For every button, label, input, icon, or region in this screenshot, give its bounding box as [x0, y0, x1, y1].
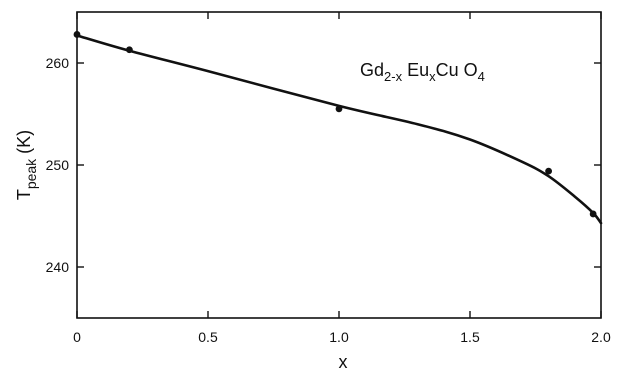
- x-tick-label: 1.0: [329, 329, 349, 345]
- formula-subscript: 2-x: [384, 69, 403, 84]
- formula-part: Cu O: [436, 60, 478, 80]
- y-label-sub: peak: [23, 158, 39, 189]
- formula-subscript: x: [429, 69, 436, 84]
- x-tick-label: 2.0: [591, 329, 611, 345]
- compound-formula-annotation: Gd2-x EuxCu O4: [360, 60, 485, 84]
- x-tick-label: 0: [73, 329, 81, 345]
- formula-part: Eu: [402, 60, 429, 80]
- data-point: [545, 167, 552, 175]
- y-label-main: T: [14, 189, 34, 200]
- x-tick-label: 0.5: [198, 329, 218, 345]
- y-tick-label: 260: [46, 55, 70, 71]
- formula-part: Gd: [360, 60, 384, 80]
- x-tick-label: 1.5: [460, 329, 480, 345]
- fit-curve: [75, 34, 603, 225]
- y-label-unit: (K): [14, 130, 34, 159]
- y-tick-label: 250: [46, 157, 70, 173]
- y-tick-label: 240: [46, 259, 70, 275]
- data-point: [73, 31, 81, 38]
- x-axis-label: x: [339, 352, 348, 372]
- data-point: [335, 105, 343, 113]
- y-axis-label: Tpeak (K): [14, 130, 39, 200]
- data-point: [589, 210, 597, 218]
- formula-subscript: 4: [478, 69, 485, 84]
- data-point: [125, 46, 133, 54]
